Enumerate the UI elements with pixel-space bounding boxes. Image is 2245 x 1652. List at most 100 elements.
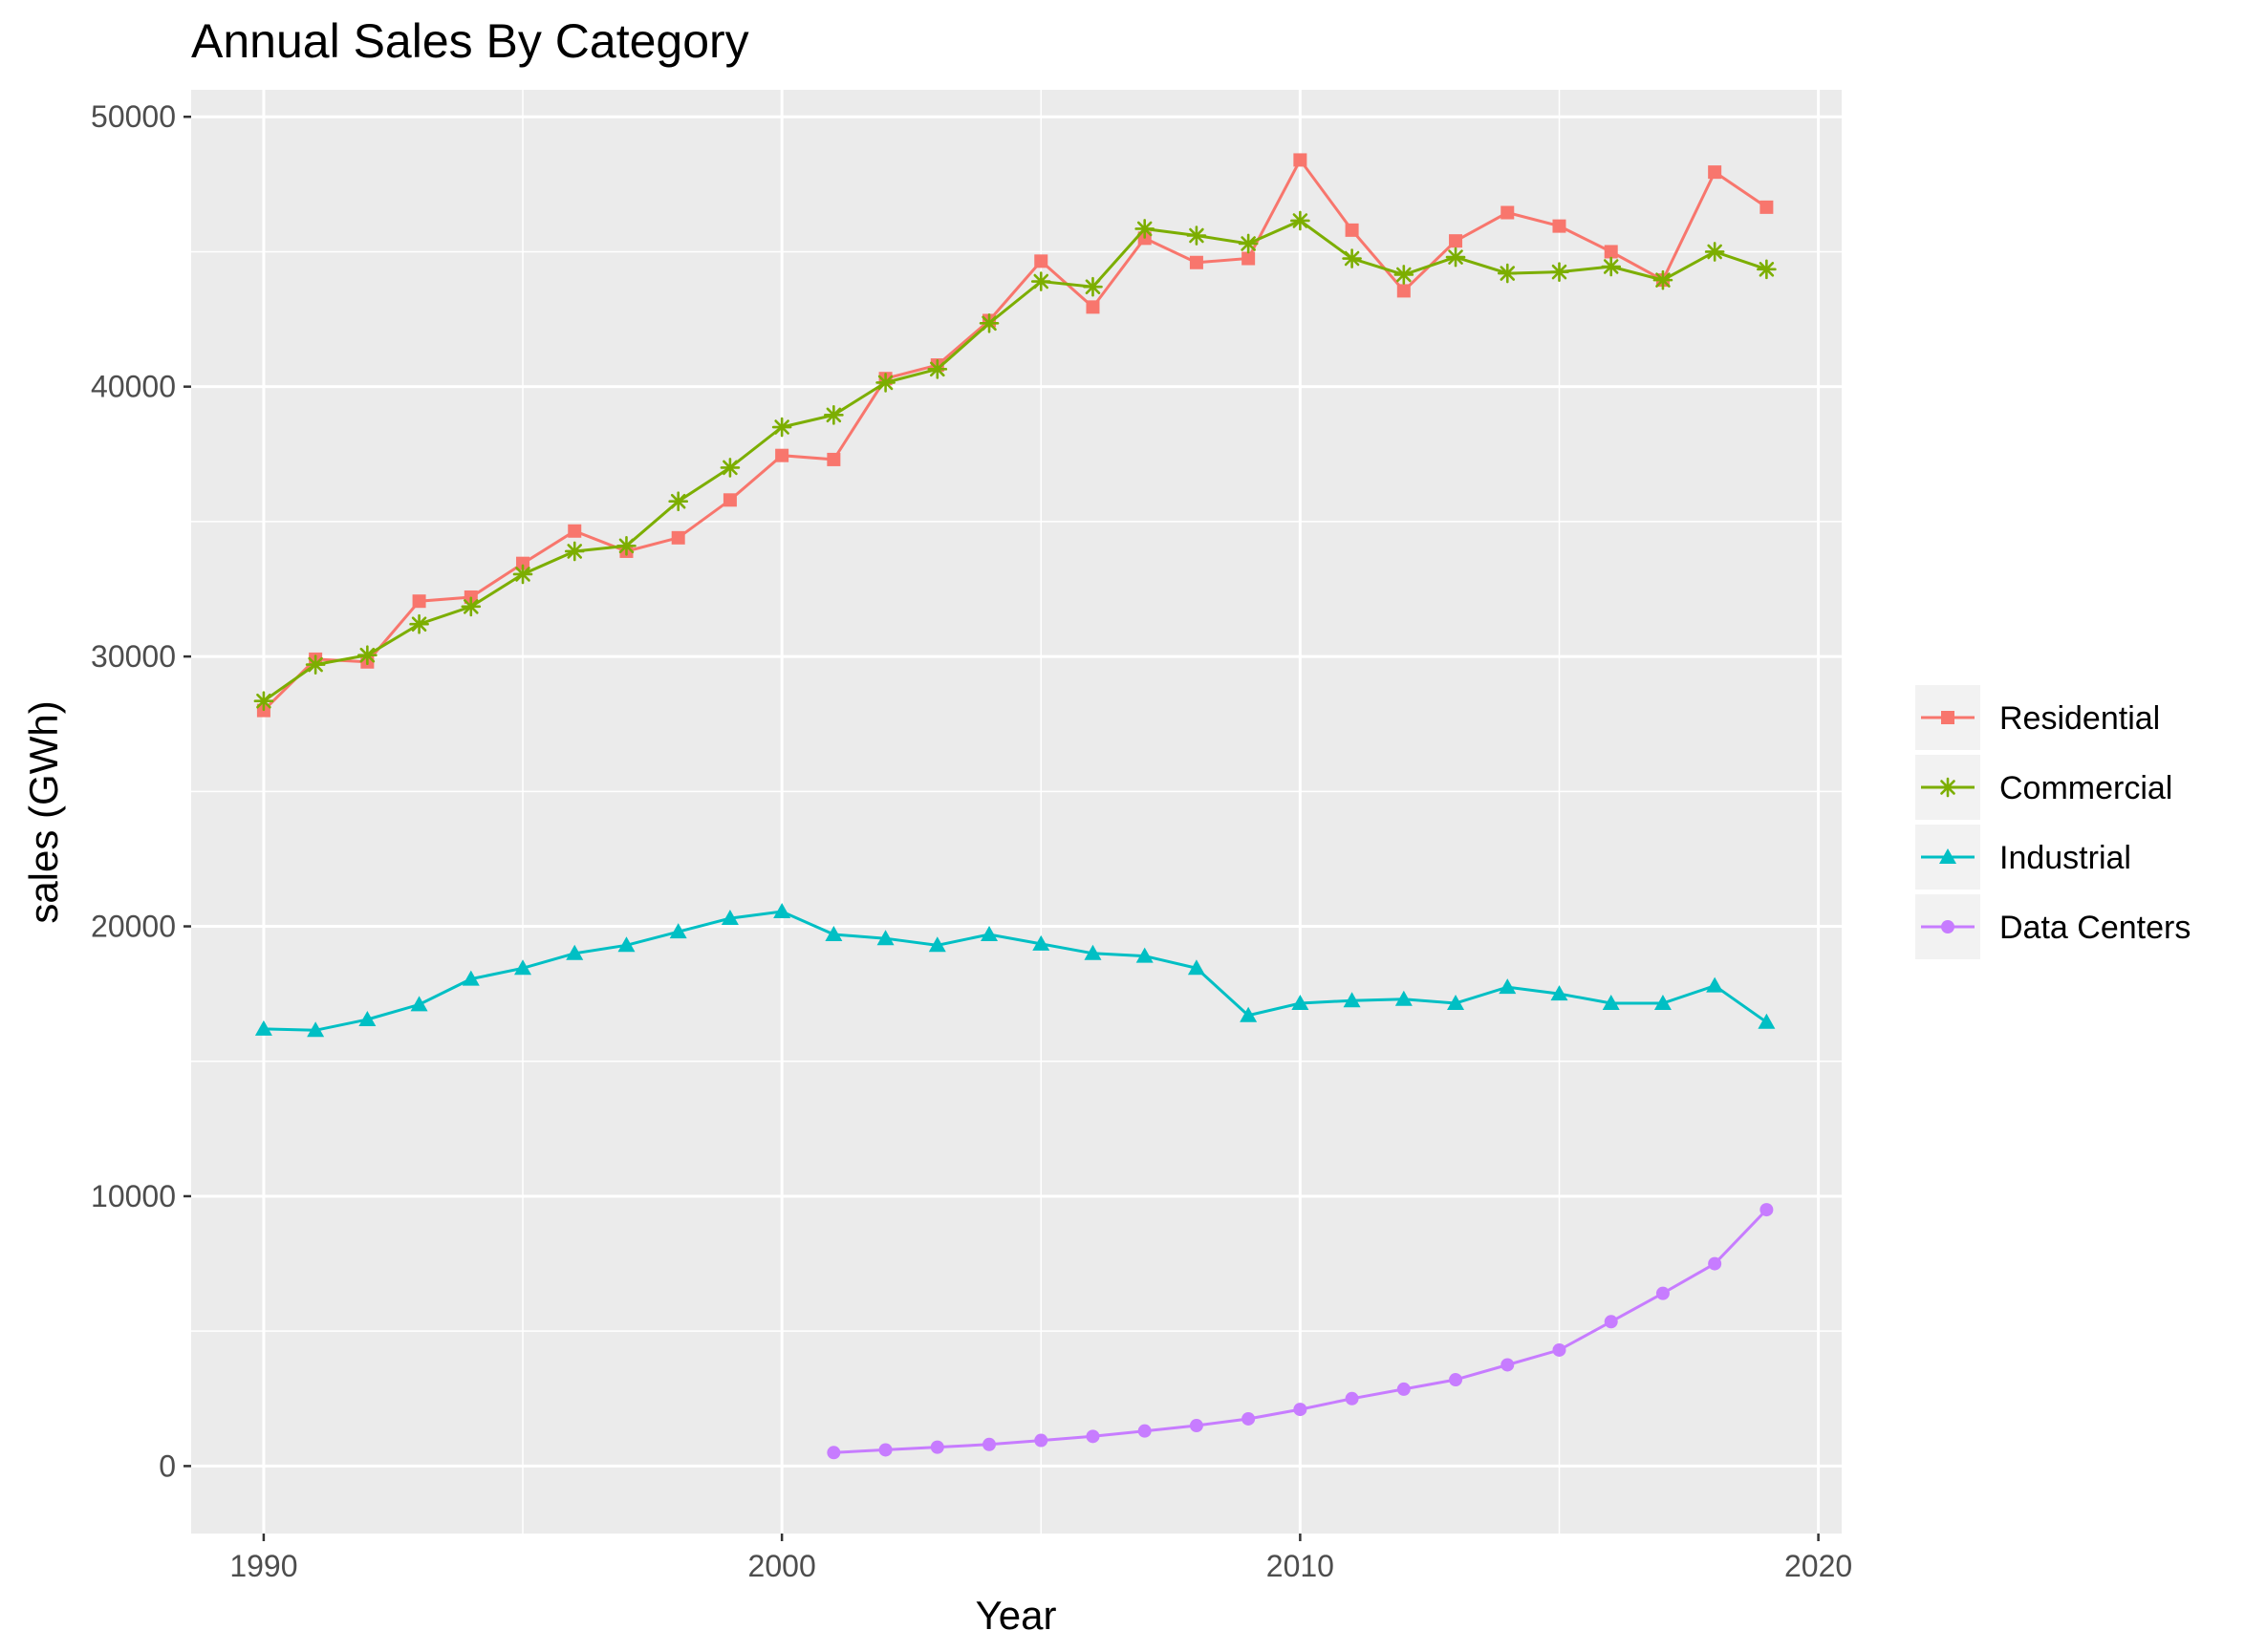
data-point-industrial — [307, 1021, 325, 1038]
data-point-commercial-stroke — [1603, 259, 1619, 274]
data-point-commercial-stroke — [877, 375, 894, 391]
data-point-commercial-stroke — [256, 693, 271, 709]
data-point-commercial-stroke — [982, 315, 997, 332]
data-point-industrial — [1499, 978, 1517, 995]
data-point-data-centers — [878, 1443, 893, 1457]
legend-label-industrial: Industrial — [1999, 840, 2131, 876]
data-point-data-centers — [1604, 1315, 1618, 1329]
data-point-commercial-stroke — [774, 419, 789, 435]
data-point-commercial — [927, 359, 948, 379]
data-point-industrial — [1602, 995, 1620, 1011]
data-point-commercial-stroke — [1759, 262, 1775, 277]
data-point-industrial — [721, 910, 739, 926]
plot-panel — [191, 90, 1842, 1534]
data-point-data-centers — [1552, 1342, 1566, 1357]
data-point-commercial-stroke — [1033, 273, 1049, 290]
data-point-commercial — [1652, 269, 1673, 290]
grid-minor — [191, 90, 1842, 1534]
x-tick-label: 2020 — [1784, 1549, 1852, 1583]
data-point-commercial — [979, 313, 1000, 333]
data-point-residential — [1708, 165, 1722, 180]
data-point-industrial — [825, 926, 843, 942]
data-point-industrial — [1240, 1006, 1258, 1022]
data-point-data-centers — [1500, 1358, 1515, 1372]
data-point-industrial — [669, 923, 687, 939]
legend-item-data-centers: Data Centers — [1915, 894, 2191, 959]
legend-label-residential: Residential — [1999, 700, 2160, 737]
data-point-industrial — [566, 944, 584, 960]
data-point-commercial — [824, 405, 844, 425]
data-point-data-centers — [1449, 1373, 1463, 1387]
data-point-data-centers — [1708, 1256, 1722, 1271]
series-line-industrial — [263, 910, 1768, 1032]
data-point-commercial — [357, 645, 378, 665]
data-point-industrial — [1343, 992, 1361, 1008]
data-point-commercial — [1083, 276, 1103, 297]
data-point-commercial-stroke — [567, 544, 583, 559]
series-layer — [253, 153, 1777, 1460]
data-point-commercial — [1445, 247, 1466, 268]
data-point-commercial-stroke — [308, 656, 323, 673]
data-point-industrial — [1135, 947, 1154, 963]
chart-title: Annual Sales By Category — [191, 14, 749, 68]
data-point-commercial — [875, 373, 896, 393]
data-point-industrial — [1550, 985, 1568, 1001]
data-point-commercial-stroke — [1396, 267, 1412, 283]
data-point-industrial — [514, 959, 532, 976]
data-point-commercial — [1134, 219, 1155, 239]
data-point-industrial — [876, 930, 895, 946]
data-point-commercial — [1238, 233, 1259, 254]
data-point-data-centers — [1655, 1286, 1670, 1300]
data-point-data-centers — [1034, 1433, 1048, 1448]
data-point-industrial — [358, 1010, 377, 1026]
data-point-residential — [1500, 205, 1515, 220]
data-point-commercial-stroke — [618, 538, 635, 554]
data-point-commercial-stroke — [359, 647, 376, 663]
data-point-residential — [1604, 245, 1618, 259]
data-point-commercial — [305, 654, 326, 675]
data-point-commercial-stroke — [1344, 250, 1360, 267]
data-point-industrial — [981, 926, 999, 942]
y-tick-label: 20000 — [91, 910, 176, 944]
data-point-industrial — [462, 970, 480, 986]
legend: Residential Commercial Industrial Data Cent… — [1915, 685, 2191, 959]
data-point-residential — [1345, 223, 1359, 237]
data-point-commercial-stroke — [723, 460, 738, 476]
data-point-industrial — [617, 936, 636, 953]
data-point-commercial-stroke — [464, 599, 479, 614]
data-point-data-centers — [930, 1440, 944, 1454]
legend-marker-commercial-stroke — [1940, 780, 1955, 795]
data-point-data-centers — [1759, 1203, 1774, 1217]
data-point-residential — [1449, 234, 1463, 248]
data-point-commercial — [461, 596, 482, 617]
data-point-data-centers — [1241, 1411, 1256, 1426]
x-tick-label: 1990 — [229, 1549, 297, 1583]
data-point-commercial-stroke — [1241, 236, 1256, 251]
data-point-industrial — [928, 936, 946, 953]
data-point-industrial — [1447, 995, 1465, 1011]
axis-ticks — [183, 115, 1820, 1541]
data-point-commercial-stroke — [1551, 264, 1567, 280]
data-point-commercial — [1497, 263, 1518, 284]
data-point-commercial — [1393, 265, 1414, 285]
data-point-industrial — [254, 1019, 272, 1036]
data-point-industrial — [1032, 934, 1050, 951]
data-point-commercial-stroke — [1292, 213, 1308, 228]
legend-item-commercial: Commercial — [1915, 755, 2172, 820]
data-point-residential — [516, 556, 530, 570]
data-point-data-centers — [1086, 1429, 1100, 1444]
data-point-residential — [1396, 284, 1411, 298]
x-tick-label: 2010 — [1266, 1549, 1334, 1583]
data-point-residential — [723, 493, 737, 507]
data-point-residential — [1241, 251, 1256, 266]
grid-major — [191, 90, 1842, 1534]
data-point-residential — [1552, 219, 1566, 233]
data-point-industrial — [1291, 995, 1309, 1011]
data-point-industrial — [1758, 1013, 1776, 1029]
data-point-residential — [412, 594, 426, 609]
data-point-commercial-stroke — [1448, 249, 1463, 265]
legend-item-industrial: Industrial — [1915, 825, 2131, 890]
data-point-commercial-stroke — [826, 407, 842, 423]
data-point-industrial — [773, 902, 791, 918]
y-tick-label: 0 — [159, 1448, 176, 1483]
